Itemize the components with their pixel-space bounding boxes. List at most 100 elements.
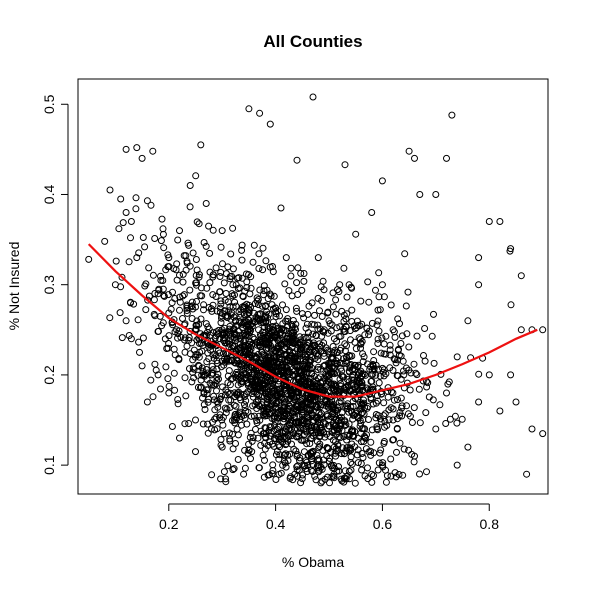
data-point xyxy=(165,389,173,397)
data-point xyxy=(225,429,233,437)
data-point xyxy=(149,271,157,279)
data-point xyxy=(377,446,385,454)
data-point xyxy=(312,414,320,422)
data-point xyxy=(306,356,314,364)
data-point xyxy=(183,257,191,265)
data-point xyxy=(296,340,304,348)
data-point xyxy=(284,457,292,465)
data-point xyxy=(296,454,304,462)
data-point xyxy=(294,429,302,437)
data-point xyxy=(157,237,165,245)
data-point xyxy=(181,420,189,428)
data-point xyxy=(219,260,226,268)
data-point xyxy=(304,339,311,347)
data-point xyxy=(337,382,345,390)
data-point xyxy=(297,479,305,487)
x-tick-label: 0.4 xyxy=(266,516,286,532)
lowess-smooth-line xyxy=(87,243,538,398)
data-point xyxy=(402,302,410,310)
data-point xyxy=(400,445,408,453)
data-point xyxy=(291,405,299,413)
data-point xyxy=(365,298,373,306)
data-point xyxy=(307,380,315,388)
data-point xyxy=(320,362,328,370)
data-point xyxy=(344,376,351,383)
data-point xyxy=(174,396,182,403)
data-point xyxy=(314,294,322,302)
y-axis-title: % Not Insured xyxy=(6,242,22,331)
data-point xyxy=(209,366,217,374)
data-point xyxy=(192,325,200,333)
data-point xyxy=(222,475,230,483)
data-point xyxy=(382,332,390,340)
data-point xyxy=(375,269,383,277)
data-point xyxy=(361,472,369,480)
data-point xyxy=(326,433,334,440)
data-point xyxy=(353,407,361,415)
data-point xyxy=(248,378,256,386)
data-point xyxy=(327,359,335,367)
data-point xyxy=(159,225,167,233)
data-point xyxy=(375,379,383,387)
data-point xyxy=(241,464,249,472)
data-point xyxy=(219,421,227,429)
data-point xyxy=(244,350,252,358)
data-point xyxy=(337,359,345,367)
data-point xyxy=(464,317,472,325)
data-point xyxy=(332,381,340,389)
data-point xyxy=(318,313,326,320)
data-point xyxy=(164,263,172,271)
data-point xyxy=(192,256,200,263)
data-point xyxy=(287,389,295,397)
data-point xyxy=(220,350,227,358)
y-tick-label: 0.4 xyxy=(41,185,57,205)
data-point xyxy=(259,361,267,369)
data-point xyxy=(336,346,344,354)
data-point xyxy=(241,336,249,344)
data-point xyxy=(259,266,267,274)
data-point xyxy=(144,296,152,304)
data-point xyxy=(485,371,493,379)
data-point xyxy=(320,374,328,382)
data-point xyxy=(385,406,393,414)
data-point xyxy=(248,320,256,328)
data-point xyxy=(186,203,194,211)
data-point xyxy=(141,282,149,290)
data-point xyxy=(391,356,399,364)
data-point xyxy=(349,386,357,394)
data-point xyxy=(156,312,164,320)
data-point xyxy=(195,220,203,228)
data-point xyxy=(256,109,264,117)
data-point xyxy=(268,365,276,373)
data-point xyxy=(368,426,376,434)
data-point xyxy=(159,277,167,284)
data-point xyxy=(247,284,255,292)
data-point xyxy=(273,392,281,400)
data-point xyxy=(390,328,398,336)
data-point xyxy=(428,332,436,340)
data-point xyxy=(363,404,371,412)
data-point xyxy=(296,348,304,356)
data-point xyxy=(200,301,208,309)
data-point xyxy=(347,459,355,466)
data-point xyxy=(186,327,194,335)
data-point xyxy=(421,357,429,365)
data-point xyxy=(115,225,123,233)
data-point xyxy=(405,343,413,351)
data-point xyxy=(453,353,461,361)
data-point xyxy=(273,369,281,377)
data-point xyxy=(127,298,134,306)
data-point xyxy=(268,415,276,422)
data-point xyxy=(233,425,241,433)
data-point xyxy=(387,404,395,412)
data-point xyxy=(448,111,456,119)
data-point xyxy=(389,326,397,334)
data-point xyxy=(216,304,224,312)
data-point xyxy=(216,288,224,296)
data-point xyxy=(188,378,196,386)
data-point xyxy=(205,343,213,351)
data-point xyxy=(257,310,264,318)
data-point xyxy=(244,408,252,416)
data-point xyxy=(192,416,199,424)
data-point xyxy=(200,390,208,398)
